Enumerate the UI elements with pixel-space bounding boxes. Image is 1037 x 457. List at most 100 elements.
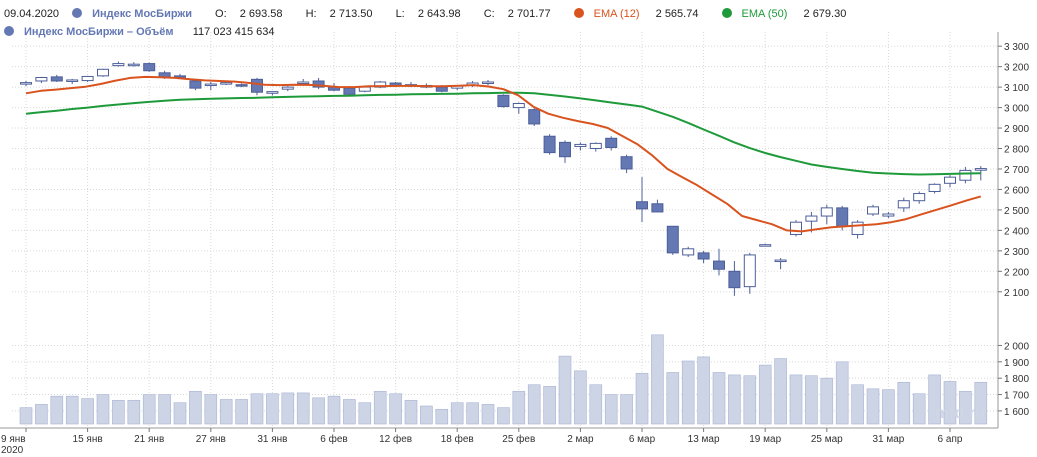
candle-body bbox=[312, 80, 325, 88]
volume-dot-icon bbox=[4, 26, 14, 36]
candle-body bbox=[112, 63, 125, 67]
time-tick-label: 2 мар bbox=[567, 434, 594, 445]
time-tick-label: 21 янв bbox=[134, 434, 164, 445]
legend-ema50: EMA (50) 2 679.30 bbox=[721, 8, 857, 20]
legend-series: Индекс МосБиржи bbox=[72, 8, 202, 20]
ema12-line bbox=[25, 75, 982, 233]
time-axis: 9 янв 15 янв 21 янв 27 янв 31 янв 6 фев 12 фев… bbox=[1, 428, 963, 456]
volume-bar bbox=[527, 384, 541, 425]
volume-bar bbox=[743, 375, 757, 425]
volume-bar bbox=[296, 392, 310, 425]
candle-body bbox=[913, 193, 926, 202]
candle-body bbox=[435, 86, 448, 92]
ema50-line bbox=[25, 91, 981, 176]
time-tick-label: 15 янв bbox=[73, 434, 103, 445]
volume-bar bbox=[774, 358, 787, 425]
legend-ohlc: 09.04.2020 Индекс МосБиржи O: 2 693.58 H… bbox=[4, 8, 866, 20]
candle-body bbox=[713, 260, 725, 270]
candle-body bbox=[697, 252, 710, 260]
candle-body bbox=[482, 81, 494, 84]
time-tick-label: 12 фев bbox=[379, 433, 412, 445]
candle-body bbox=[790, 221, 802, 235]
volume-bar bbox=[65, 395, 79, 425]
price-tick-label: 2 600 bbox=[1004, 185, 1029, 196]
time-tick-label: 19 мар bbox=[749, 434, 781, 445]
candle-body bbox=[220, 82, 233, 85]
candle-body bbox=[589, 142, 602, 150]
time-tick-label: 31 мар bbox=[872, 434, 904, 445]
volume-tick-label: 1 900 bbox=[1004, 358, 1029, 369]
price-tick-label: 2 400 bbox=[1004, 226, 1029, 237]
candle-body bbox=[281, 86, 294, 90]
volume-bar bbox=[250, 393, 264, 425]
price-tick-label: 2 700 bbox=[1004, 165, 1029, 176]
time-tick-label: 6 фев bbox=[320, 433, 347, 445]
price-tick-label: 2 500 bbox=[1004, 206, 1029, 217]
candle-body bbox=[944, 176, 956, 184]
candles bbox=[20, 61, 987, 296]
candle-body bbox=[728, 270, 741, 289]
price-tick-label: 2 900 bbox=[1004, 124, 1029, 135]
time-tick-label: 25 мар bbox=[811, 434, 843, 445]
ema-lines bbox=[25, 75, 982, 233]
candle-body bbox=[266, 91, 279, 94]
volume-bar bbox=[450, 402, 464, 425]
volume-bar bbox=[635, 372, 649, 425]
candle-body bbox=[343, 87, 356, 95]
candle-body bbox=[512, 102, 525, 109]
volume-bar bbox=[928, 374, 941, 425]
candle-body bbox=[574, 143, 587, 147]
ema12-dot-icon bbox=[573, 8, 584, 18]
volume-bar bbox=[512, 390, 526, 425]
ema50-dot-icon bbox=[721, 8, 732, 18]
legend-volume-name: Индекс МосБиржи – Объём bbox=[24, 26, 174, 38]
candle-body bbox=[851, 221, 864, 235]
volume-bar bbox=[204, 394, 218, 425]
candle-body bbox=[959, 169, 972, 181]
volume-tick-label: 1 600 bbox=[1004, 407, 1029, 418]
volume-bar bbox=[712, 372, 726, 425]
volume-bar bbox=[35, 404, 48, 425]
volume-bar bbox=[543, 386, 556, 425]
price-tick-label: 3 100 bbox=[1004, 83, 1029, 94]
candle-body bbox=[759, 244, 772, 247]
time-tick-label: 6 апр bbox=[938, 434, 963, 445]
candle-body bbox=[928, 183, 941, 192]
volume-bar bbox=[959, 390, 972, 425]
volume-bars bbox=[19, 334, 988, 425]
volume-bar bbox=[789, 374, 803, 425]
candle-body bbox=[20, 82, 32, 85]
candle-body bbox=[867, 206, 879, 215]
time-tick-label: 6 мар bbox=[629, 434, 656, 445]
volume-bar bbox=[897, 381, 911, 425]
volume-bar bbox=[235, 399, 248, 425]
candle-body bbox=[204, 83, 217, 87]
volume-bar bbox=[50, 395, 64, 425]
time-tick-label: 13 мар bbox=[688, 434, 720, 445]
candle-body bbox=[81, 75, 94, 82]
volume-bar bbox=[943, 381, 957, 425]
volume-bar bbox=[466, 402, 479, 425]
candle-body bbox=[143, 63, 156, 72]
series-dot-icon bbox=[72, 8, 83, 18]
candle-body bbox=[636, 201, 648, 210]
volume-bar bbox=[173, 402, 187, 425]
candle-body bbox=[235, 84, 248, 87]
volume-bar bbox=[358, 402, 372, 425]
legend-open: O: 2 693.58 bbox=[215, 8, 283, 20]
volume-bar bbox=[835, 361, 849, 425]
volume-bar bbox=[820, 377, 834, 425]
volume-bar bbox=[389, 393, 402, 425]
volume-bar bbox=[604, 394, 618, 425]
volume-bar bbox=[728, 374, 741, 425]
candle-body bbox=[743, 254, 756, 288]
legend-high: H: 2 713.50 bbox=[305, 8, 373, 20]
candle-body bbox=[820, 207, 833, 217]
price-tick-label: 2 800 bbox=[1004, 145, 1029, 156]
candle-body bbox=[158, 72, 171, 78]
volume-bar bbox=[666, 372, 680, 425]
watermark: mfd.ru bbox=[935, 405, 985, 422]
candle-body bbox=[297, 81, 310, 84]
volume-bar bbox=[158, 394, 171, 425]
